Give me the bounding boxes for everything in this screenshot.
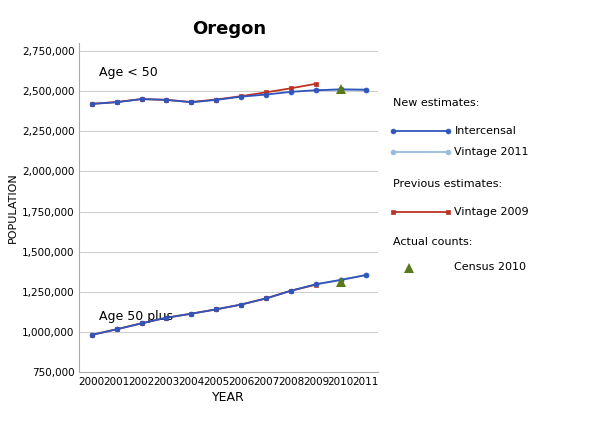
Text: Vintage 2011: Vintage 2011 <box>454 147 529 157</box>
Text: Actual counts:: Actual counts: <box>393 237 473 247</box>
Text: New estimates:: New estimates: <box>393 98 480 108</box>
Text: Census 2010: Census 2010 <box>454 262 526 273</box>
Y-axis label: POPULATION: POPULATION <box>8 172 18 243</box>
Text: Previous estimates:: Previous estimates: <box>393 179 503 189</box>
Title: Oregon: Oregon <box>192 21 266 39</box>
Text: Vintage 2009: Vintage 2009 <box>454 207 529 217</box>
Text: Age 50 plus: Age 50 plus <box>99 309 173 323</box>
Text: Age < 50: Age < 50 <box>99 66 158 79</box>
Text: Intercensal: Intercensal <box>454 125 516 136</box>
X-axis label: YEAR: YEAR <box>212 391 245 404</box>
